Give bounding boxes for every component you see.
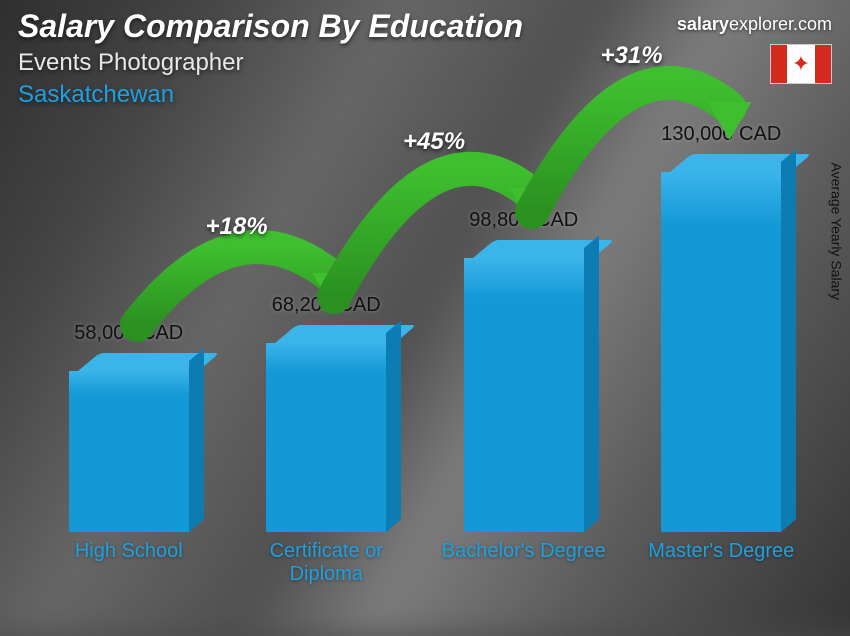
bar-value-label: 130,000 CAD [661, 123, 781, 146]
chart-region: Saskatchewan [18, 81, 523, 109]
bar-value-label: 68,200 CAD [272, 294, 381, 317]
flag-center: ✦ [787, 45, 815, 83]
bar-front-face [464, 258, 584, 532]
bar-category-label: Certificate or Diploma [239, 540, 414, 588]
bar-column: 98,800 CAD Bachelor's Degree [436, 209, 611, 588]
title-block: Salary Comparison By Education Events Ph… [18, 8, 523, 109]
chart-subtitle: Events Photographer [18, 49, 523, 77]
bar-3d [464, 240, 584, 532]
bar-column: 58,000 CAD High School [41, 322, 216, 588]
bar-3d [69, 353, 189, 532]
bar-value-label: 98,800 CAD [469, 209, 578, 232]
bar-side-face [386, 320, 401, 532]
bar-category-label: Master's Degree [648, 540, 794, 588]
flag-band-right [815, 45, 831, 83]
bar-3d [661, 154, 781, 532]
y-axis-label: Average Yearly Salary [828, 163, 844, 301]
chart-title: Salary Comparison By Education [18, 8, 523, 45]
bar-chart: 58,000 CAD High School 68,200 CAD Certifica… [30, 118, 820, 588]
bar-front-face [266, 343, 386, 532]
bar-side-face [781, 149, 796, 532]
bar-front-face [661, 172, 781, 532]
bar-value-label: 58,000 CAD [74, 322, 183, 345]
bar-column: 130,000 CAD Master's Degree [634, 123, 809, 588]
brand-rest: explorer.com [729, 14, 832, 34]
bar-category-label: High School [75, 540, 183, 588]
bar-front-face [69, 371, 189, 532]
flag-canada: ✦ [770, 44, 832, 84]
brand-bold: salary [677, 14, 729, 34]
bar-side-face [189, 348, 204, 532]
brand-label: salaryexplorer.com [677, 14, 832, 35]
flag-band-left [771, 45, 787, 83]
increase-percent-label: +31% [601, 42, 663, 70]
bar-3d [266, 325, 386, 532]
maple-leaf-icon: ✦ [792, 53, 810, 75]
content-layer: Salary Comparison By Education Events Ph… [0, 0, 850, 606]
bar-column: 68,200 CAD Certificate or Diploma [239, 294, 414, 588]
bar-side-face [584, 235, 599, 532]
bar-category-label: Bachelor's Degree [442, 540, 606, 588]
